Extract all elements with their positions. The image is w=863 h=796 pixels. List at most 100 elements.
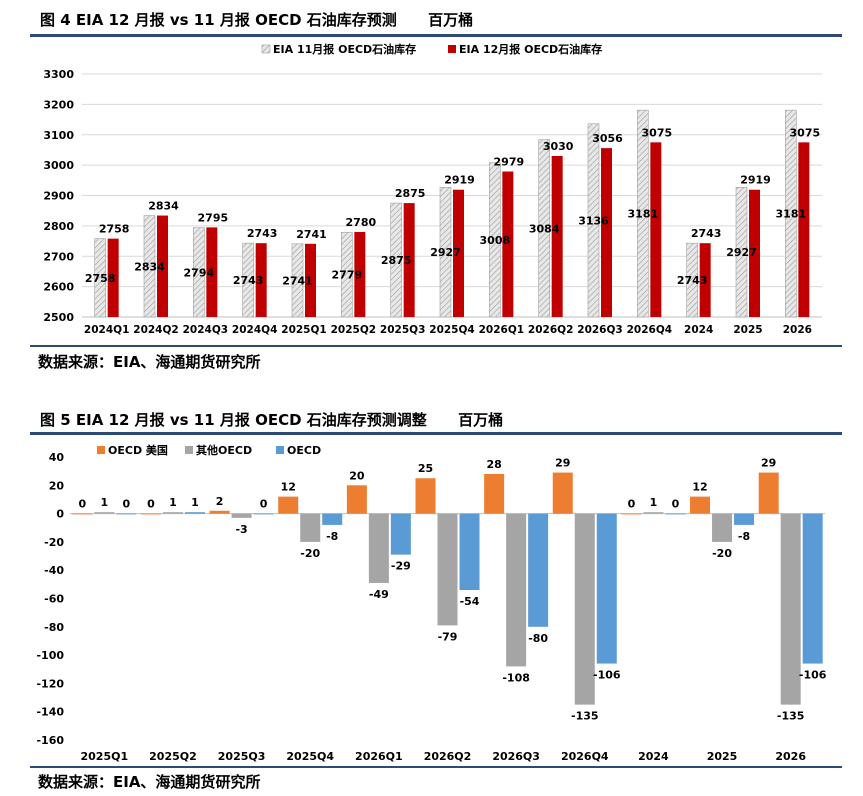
y-tick-label: -140 — [36, 706, 64, 719]
legend-swatch-nov — [261, 44, 271, 54]
nov-value-label: 3084 — [529, 222, 560, 235]
nov-bar — [291, 243, 304, 318]
legend-swatch-dec — [448, 45, 456, 53]
revision-value-label: 0 — [147, 498, 155, 511]
legend-label-dec: EIA 12月报 OECD石油库存 — [459, 42, 602, 56]
y-tick-label: -80 — [44, 621, 64, 634]
legend-label: 其他OECD — [196, 443, 252, 457]
y-tick-label: -20 — [44, 536, 64, 549]
nov-bar — [785, 109, 797, 318]
figure5-source: 数据来源：EIA、海通期货研究所 — [38, 773, 261, 791]
revision-bar — [231, 513, 252, 518]
revision-bar — [758, 472, 779, 514]
y-tick-label: 3200 — [43, 98, 74, 111]
dec-bar — [157, 215, 168, 317]
y-tick-label: 40 — [49, 451, 65, 464]
revision-bar — [484, 473, 505, 514]
nov-value-label: 2779 — [332, 269, 363, 282]
revision-value-label: 29 — [761, 457, 776, 470]
x-tick-label: 2024Q3 — [183, 324, 228, 336]
dec-value-label: 2834 — [148, 200, 179, 213]
revision-value-label: 12 — [692, 481, 707, 494]
dec-value-label: 2743 — [691, 227, 722, 240]
nov-value-label: 2794 — [184, 266, 215, 279]
x-tick-label: 2025 — [733, 324, 762, 336]
nov-bar — [735, 186, 748, 318]
revision-bar — [621, 513, 642, 515]
y-tick-label: 2900 — [43, 190, 74, 203]
dec-value-label: 2875 — [395, 187, 426, 200]
revision-bar — [72, 513, 93, 515]
nov-bar — [489, 162, 501, 318]
nov-value-label: 2875 — [381, 254, 412, 267]
figure4-title: 图 4 EIA 12 月报 vs 11 月报 OECD 石油库存预测 百万桶 — [40, 11, 474, 29]
revision-bar — [278, 496, 299, 514]
revision-value-label: 1 — [191, 496, 199, 509]
revision-bar — [528, 513, 549, 627]
revision-bar — [643, 512, 664, 514]
y-tick-label: -100 — [36, 649, 64, 662]
revision-value-label: 1 — [650, 496, 658, 509]
revision-bar — [506, 513, 527, 667]
nov-bar — [193, 227, 205, 318]
x-tick-label: 2025Q1 — [281, 324, 326, 336]
x-tick-label: 2026 — [783, 324, 812, 336]
y-tick-label: -60 — [44, 593, 64, 606]
nov-value-label: 3181 — [776, 208, 807, 221]
nov-value-label: 2743 — [677, 274, 708, 287]
nov-bar — [637, 109, 649, 318]
revision-value-label: 0 — [260, 498, 268, 511]
revision-value-label: -8 — [326, 530, 338, 543]
dec-bar — [403, 203, 415, 317]
revision-value-label: -80 — [528, 632, 548, 645]
revision-value-label: 0 — [672, 498, 680, 511]
dec-bar — [601, 148, 612, 317]
nov-bar — [686, 242, 698, 318]
dec-value-label: 3075 — [642, 126, 673, 139]
dec-bar — [107, 238, 119, 317]
y-tick-label: 2700 — [43, 250, 74, 263]
nov-value-label: 2743 — [233, 274, 264, 287]
figure4-top-rule — [30, 34, 842, 37]
y-tick-label: 0 — [56, 508, 64, 521]
revision-value-label: -108 — [502, 671, 530, 684]
revision-value-label: -135 — [777, 710, 805, 723]
revision-value-label: -106 — [799, 669, 827, 682]
x-tick-label: 2025Q1 — [81, 750, 129, 763]
y-tick-label: 3000 — [43, 159, 74, 172]
x-tick-label: 2024Q4 — [232, 324, 277, 336]
revision-bar — [162, 512, 183, 514]
revision-value-label: -3 — [235, 523, 247, 536]
x-tick-label: 2025Q4 — [429, 324, 474, 336]
y-tick-label: -120 — [36, 677, 64, 690]
x-tick-label: 2026Q2 — [424, 750, 472, 763]
nov-bar — [439, 186, 452, 318]
revision-value-label: 0 — [78, 498, 86, 511]
revision-bar — [368, 513, 389, 583]
revision-value-label: 12 — [281, 481, 296, 494]
y-tick-label: -40 — [44, 564, 64, 577]
dec-bar — [206, 227, 218, 317]
revision-bar — [116, 513, 137, 515]
revision-value-label: -29 — [391, 560, 411, 573]
dec-bar — [699, 243, 711, 317]
x-tick-label: 2025Q2 — [149, 750, 197, 763]
legend-swatch — [97, 446, 105, 454]
revision-bar — [415, 478, 436, 514]
x-tick-label: 2024 — [684, 324, 713, 336]
nov-bar — [538, 139, 550, 318]
revision-value-label: -20 — [300, 547, 320, 560]
dec-value-label: 2741 — [296, 228, 327, 241]
legend: OECD 美国 其他OECD OECD — [97, 443, 321, 457]
revision-value-label: -20 — [712, 547, 732, 560]
nov-bar — [390, 202, 402, 318]
x-tick-label: 2026Q3 — [492, 750, 540, 763]
x-tick-label: 2024Q1 — [84, 324, 129, 336]
revision-value-label: 20 — [349, 469, 365, 482]
dec-value-label: 2795 — [198, 211, 229, 224]
x-tick-label: 2025Q2 — [331, 324, 376, 336]
y-tick-label: 20 — [49, 479, 65, 492]
revision-bar — [690, 496, 711, 514]
x-tick-label: 2026Q1 — [355, 750, 403, 763]
